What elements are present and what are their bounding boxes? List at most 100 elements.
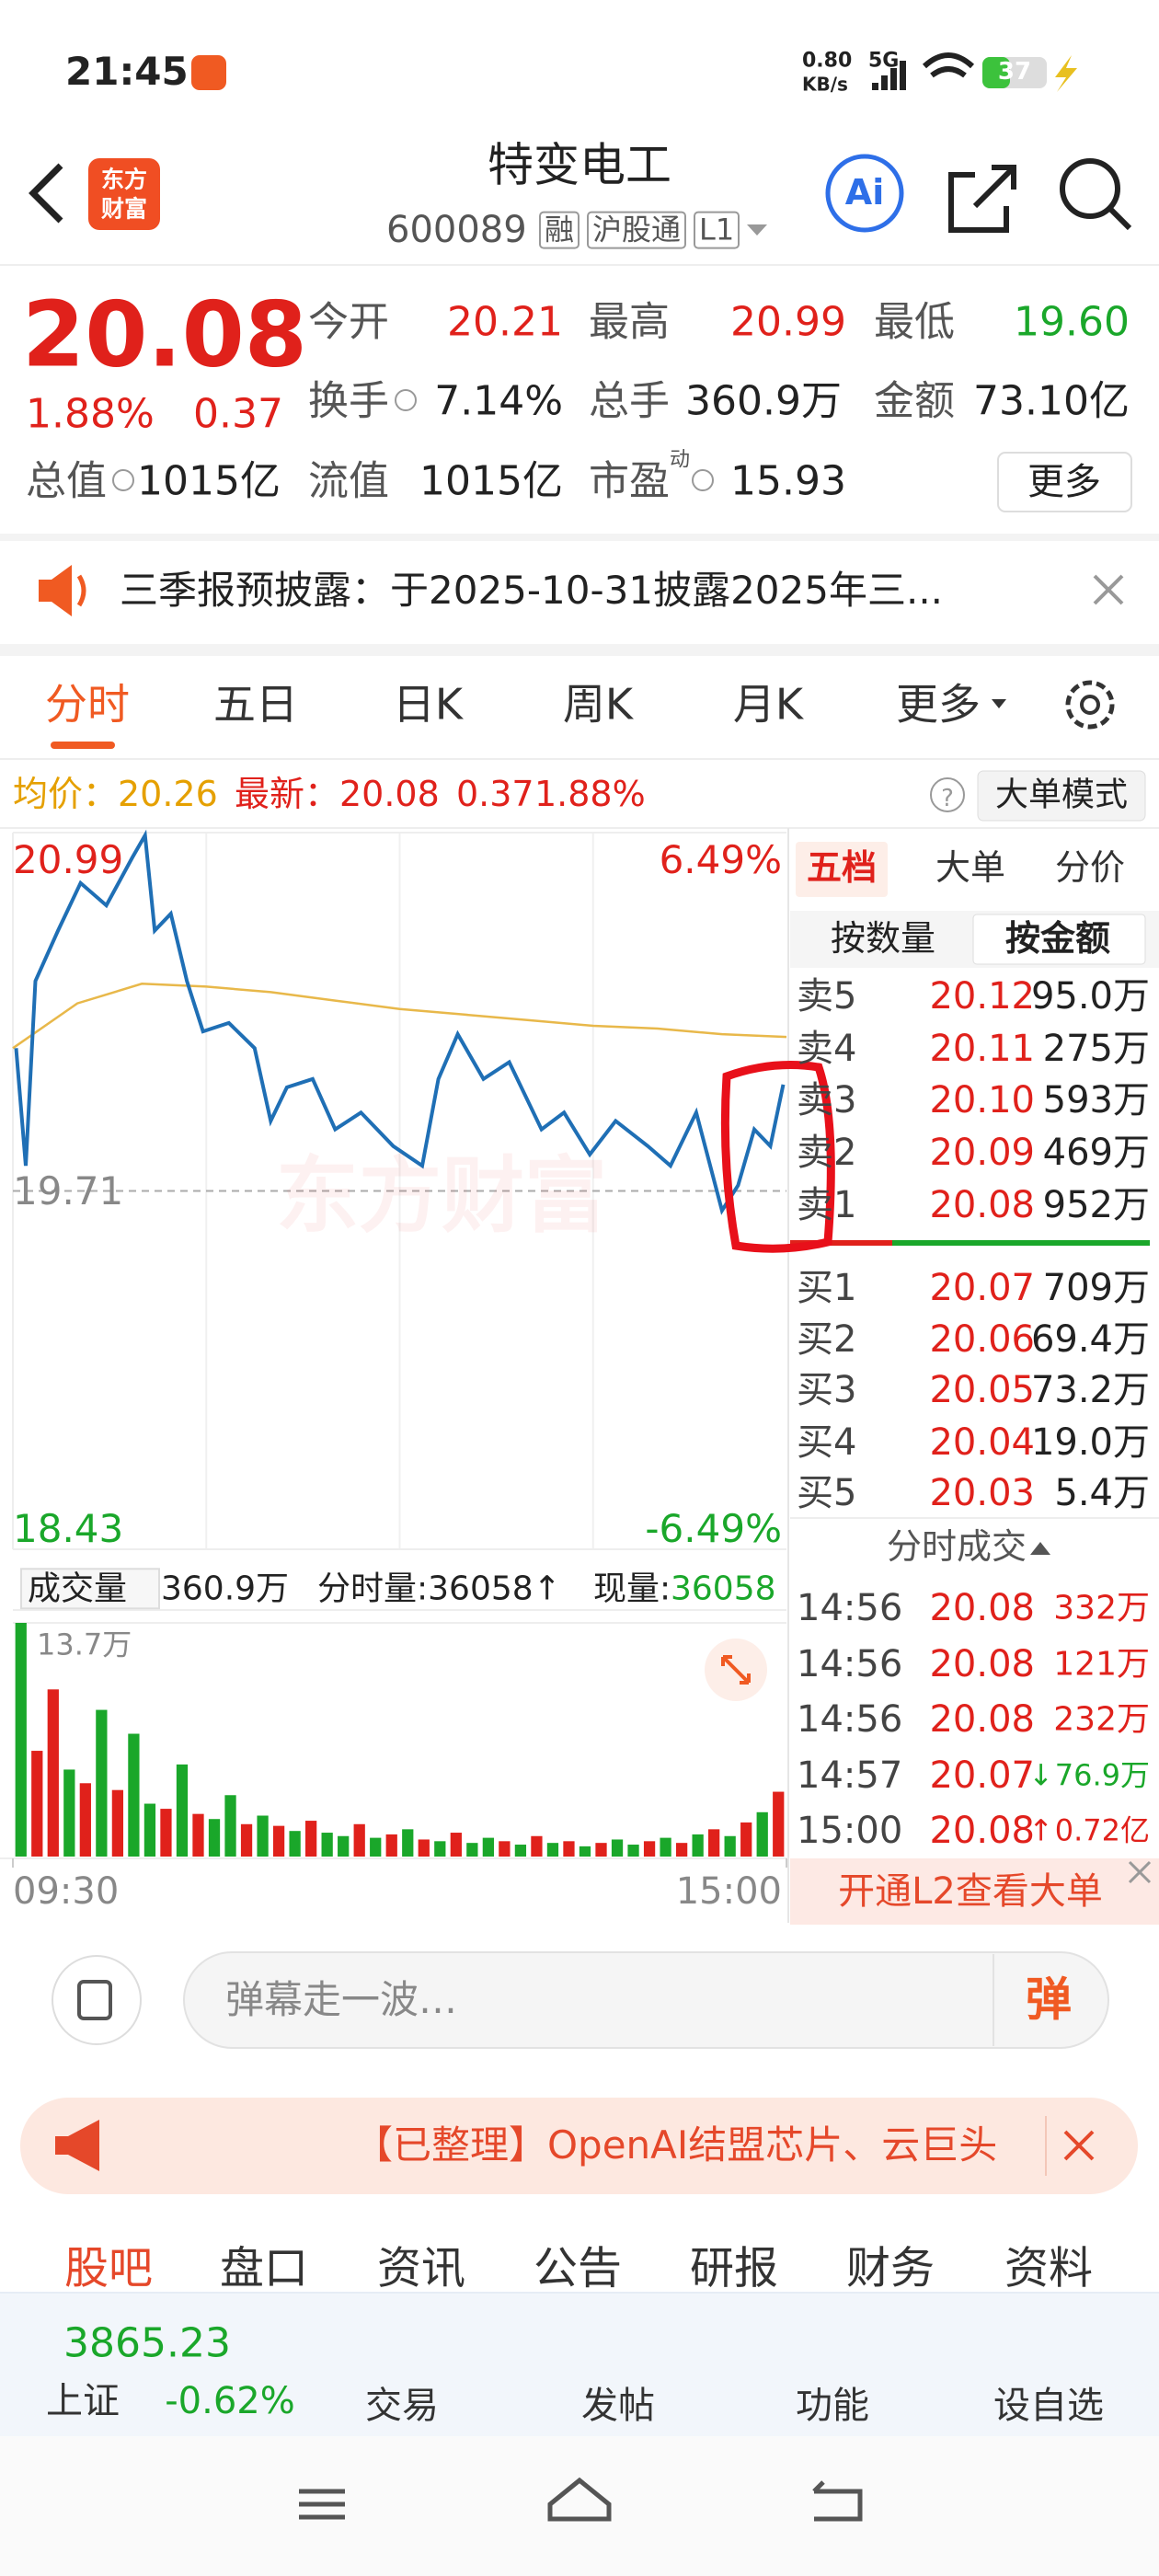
book-tab[interactable]: 大单: [935, 847, 1006, 889]
more-button[interactable]: [997, 452, 1132, 512]
trade-arrow: ↑: [1028, 1812, 1053, 1848]
news-banner[interactable]: [20, 2098, 1138, 2194]
sort-tab[interactable]: 按数量: [830, 918, 936, 960]
search-handle: [1107, 206, 1132, 231]
tab[interactable]: 更多: [896, 679, 981, 730]
section-tab[interactable]: 资料: [1004, 2242, 1094, 2294]
nav-item[interactable]: 发帖: [581, 2385, 655, 2427]
mode-button[interactable]: 大单模式: [994, 776, 1129, 814]
field-label: 市盈: [589, 457, 670, 505]
comment-input[interactable]: [183, 1951, 1109, 2049]
speaker-icon: [39, 565, 72, 616]
volume-current-label: 现量:: [593, 1570, 671, 1608]
field-value: 1015亿: [137, 457, 281, 505]
volume-bar: [31, 1751, 43, 1857]
close-icon[interactable]: [1063, 2130, 1095, 2161]
volume-bar: [257, 1815, 269, 1857]
section-tab[interactable]: 盘口: [219, 2242, 309, 2294]
info-avg: 20.26: [118, 774, 218, 815]
more-button[interactable]: 更多: [1027, 461, 1101, 503]
sort-tab[interactable]: 按金额: [1004, 918, 1111, 960]
notice-text: 三季报预披露：于2025-10-31披露2025年三...: [120, 567, 944, 613]
volume-bar: [611, 1839, 624, 1857]
volume-total: 360.9万: [161, 1570, 290, 1608]
trade-time: 15:00: [797, 1810, 903, 1852]
net-speed: 0.80: [802, 49, 853, 73]
tab[interactable]: 分时: [45, 679, 130, 730]
comment-icon[interactable]: [52, 1955, 142, 2045]
volume-bar: [79, 1783, 91, 1857]
settings-hub: [1080, 695, 1100, 715]
l2-banner[interactable]: 开通L2查看大单: [838, 1870, 1103, 1913]
volume-selector[interactable]: 成交量: [20, 1568, 161, 1610]
stock-code: 600089: [386, 209, 527, 251]
book-tab[interactable]: 五档: [806, 847, 878, 889]
dropdown: [747, 224, 767, 236]
home-icon: [547, 2477, 612, 2522]
trade-price: 20.08: [929, 1587, 1035, 1629]
volume-bar: [321, 1833, 333, 1857]
volume-bar: [338, 1835, 350, 1857]
volume-bar: [756, 1811, 768, 1857]
tab[interactable]: 日K: [392, 679, 464, 730]
section-tab[interactable]: 财务: [845, 2242, 935, 2294]
volume-bar: [499, 1841, 511, 1857]
share-button[interactable]: [948, 165, 1016, 233]
send-button[interactable]: 弹: [1026, 1972, 1072, 2027]
section-tab[interactable]: 资讯: [376, 2242, 466, 2294]
tab[interactable]: 周K: [562, 679, 634, 730]
section-tab[interactable]: 股吧: [63, 2242, 154, 2294]
book-level: 买5: [797, 1472, 857, 1514]
book-level: 卖1: [797, 1184, 857, 1226]
volume-bar: [111, 1789, 124, 1857]
ai-button[interactable]: [825, 154, 904, 233]
nav-item[interactable]: 功能: [796, 2385, 869, 2427]
volume-bar: [192, 1813, 204, 1857]
nav-item[interactable]: 交易: [365, 2385, 439, 2427]
system-nav-bg: [0, 2434, 1159, 2576]
volume-bar: [450, 1833, 462, 1857]
sort-active: [972, 914, 1146, 965]
y-tick-label: 19.71: [13, 1167, 124, 1213]
close-icon[interactable]: [1093, 574, 1124, 605]
settings-button[interactable]: [1065, 680, 1115, 730]
signal-bar: [881, 75, 888, 90]
logo-text: 东方: [100, 166, 148, 193]
section-tab[interactable]: 公告: [533, 2242, 623, 2294]
stock-name: 特变电工: [488, 138, 671, 192]
section-tab[interactable]: 研报: [689, 2242, 779, 2294]
field-label: 总值: [26, 457, 107, 505]
book-level: 卖4: [797, 1028, 857, 1070]
book-volume: 5.4万: [1054, 1472, 1150, 1514]
volume-bar: [579, 1846, 591, 1857]
field-label: 流值: [308, 457, 389, 505]
field-label: 总手: [589, 377, 670, 425]
volume-bar: [466, 1843, 478, 1857]
field-value: 7.14%: [434, 377, 563, 425]
help-mark: ?: [941, 785, 954, 812]
trade-time: 14:56: [797, 1587, 903, 1629]
field-label: 今开: [308, 298, 389, 346]
field-value: 360.9万: [685, 377, 842, 425]
field-label: 最低: [874, 298, 955, 346]
y-tick-label: 18.43: [13, 1505, 124, 1551]
tag: L1: [694, 211, 740, 249]
volume-bar: [385, 1834, 397, 1857]
trade-time: 14:56: [797, 1698, 903, 1741]
volume-bar: [675, 1843, 688, 1857]
volume-bar: [289, 1831, 301, 1857]
close-icon[interactable]: [1128, 1860, 1152, 1884]
mode-button[interactable]: [977, 770, 1146, 822]
price-line: [14, 829, 786, 1215]
info-latest-label: 最新：: [235, 774, 340, 815]
tab[interactable]: 五日: [213, 679, 298, 730]
volume-bar: [595, 1843, 607, 1857]
back-button[interactable]: [29, 163, 63, 224]
search-button[interactable]: [1060, 158, 1120, 219]
tab[interactable]: 月K: [732, 679, 804, 730]
l2-banner[interactable]: [790, 1858, 1159, 1925]
volume-bar: [402, 1829, 414, 1857]
speaker-wave: [76, 574, 86, 607]
nav-item[interactable]: 设自选: [993, 2385, 1104, 2427]
book-tab[interactable]: 分价: [1054, 847, 1126, 889]
